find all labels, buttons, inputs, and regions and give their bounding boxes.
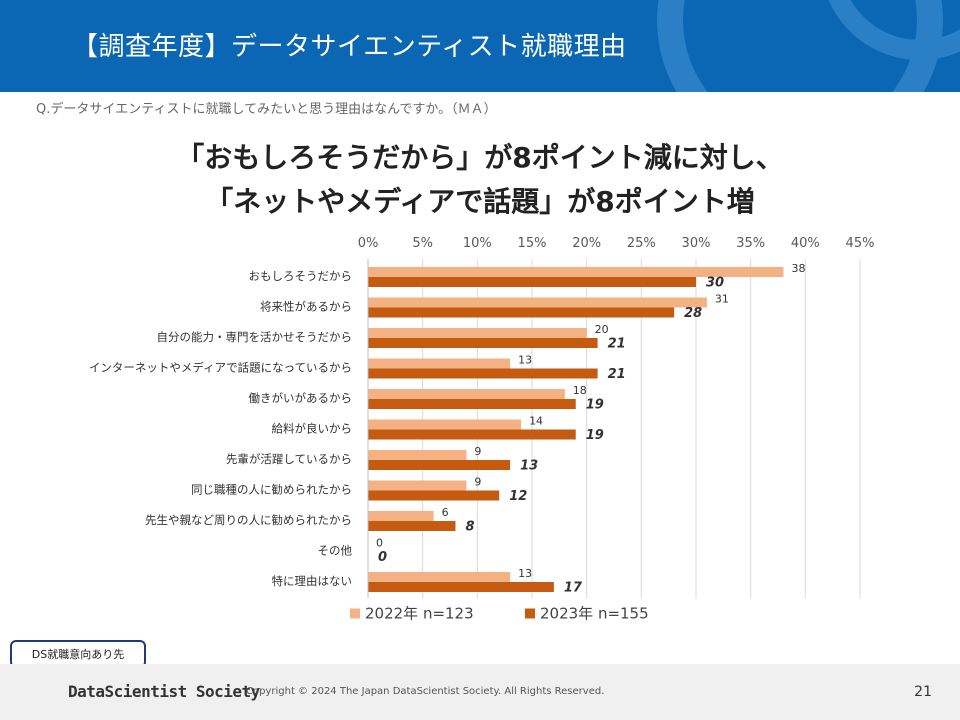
legend-label-2022: 2022年 n=123 <box>365 605 474 623</box>
data-label-2023: 13 <box>520 459 538 474</box>
x-tick-label: 15% <box>518 236 547 251</box>
data-label-2023: 19 <box>586 428 604 443</box>
category-label: 特に理由はない <box>272 574 353 588</box>
category-label: 同じ職種の人に勧められたから <box>191 483 352 497</box>
data-label-2023: 8 <box>465 520 474 535</box>
data-label-2022: 0 <box>376 537 383 550</box>
bar-2023 <box>368 521 456 531</box>
footer-copyright: Copyright © 2024 The Japan DataScientist… <box>246 686 605 697</box>
x-tick-label: 30% <box>682 236 711 251</box>
category-label: 先輩が活躍しているから <box>226 452 352 466</box>
bar-2022 <box>368 328 587 338</box>
x-tick-label: 20% <box>572 236 601 251</box>
category-label: 給料が良いから <box>272 422 353 436</box>
x-tick-label: 35% <box>736 236 765 251</box>
data-label-2022: 6 <box>442 506 449 519</box>
bar-2022 <box>368 297 707 308</box>
bar-2023 <box>368 582 554 592</box>
bar-2022 <box>368 572 511 582</box>
bar-2023 <box>368 490 500 501</box>
headline-line2: 「ネットやメディアで話題」が8ポイント増 <box>205 185 755 218</box>
category-label: その他 <box>318 544 353 558</box>
bar-2022 <box>368 511 434 521</box>
data-label-2023: 12 <box>509 489 527 504</box>
data-label-2023: 17 <box>564 581 583 596</box>
bar-chart: 0% 5% 10% 15% 20% 25% 30% 35% 40% 45% おもしろそうだから 38 3… <box>89 236 875 623</box>
data-label-2022: 31 <box>715 293 729 306</box>
bar-2022 <box>368 419 522 430</box>
data-label-2022: 13 <box>518 354 532 367</box>
bar-2023 <box>368 399 576 409</box>
category-label: インターネットやメディアで話題になっているから <box>89 361 352 375</box>
x-tick-label: 45% <box>846 236 875 251</box>
data-label-2022: 20 <box>595 323 609 336</box>
x-tick-label: 0% <box>358 236 379 251</box>
bar-2022 <box>368 389 565 399</box>
data-label-2023: 21 <box>608 337 626 352</box>
x-tick-label: 10% <box>463 236 492 251</box>
footer-logo: DataScientist Society <box>68 682 260 701</box>
headline-line1: 「おもしろそうだから」が8ポイント減に対し、 <box>176 141 784 174</box>
bar-2023 <box>368 307 675 318</box>
data-label-2023: 28 <box>684 306 702 321</box>
category-label: 将来性があるから <box>260 300 352 314</box>
data-label-2023: 0 <box>378 550 387 565</box>
page-number: 21 <box>914 684 932 700</box>
legend-swatch-2023 <box>525 608 535 619</box>
footer: DataScientist Society Copyright © 2024 T… <box>0 664 960 720</box>
bar-2023 <box>368 338 598 348</box>
data-label-2022: 38 <box>791 262 805 275</box>
bar-2023 <box>368 368 598 379</box>
category-label: 先生や親など周りの人に勧められたから <box>145 513 352 527</box>
data-label-2023: 19 <box>586 398 604 413</box>
legend-swatch-2022 <box>350 608 360 619</box>
data-label-2022: 9 <box>474 445 481 458</box>
data-label-2023: 21 <box>608 367 626 382</box>
survey-question: Q.データサイエンティストに就職してみたいと思う理由はなんですか。（ＭＡ） <box>36 102 497 117</box>
data-label-2023: 30 <box>706 276 724 291</box>
bar-2023 <box>368 277 696 287</box>
bar-2022 <box>368 450 467 460</box>
data-label-2022: 18 <box>573 384 587 397</box>
bar-2023 <box>368 460 511 470</box>
bar-2022 <box>368 480 467 491</box>
legend-label-2023: 2023年 n=155 <box>540 605 649 623</box>
data-label-2022: 9 <box>474 476 481 489</box>
x-tick-label: 40% <box>791 236 820 251</box>
bar-2022 <box>368 358 511 369</box>
category-label: 自分の能力・専門を活かせそうだから <box>157 330 353 344</box>
x-tick-label: 5% <box>412 236 433 251</box>
bar-2022 <box>368 267 784 277</box>
category-label: おもしろそうだから <box>249 269 353 283</box>
data-label-2022: 14 <box>529 415 543 428</box>
data-label-2022: 13 <box>518 567 532 580</box>
header-bar: 【調査年度】データサイエンティスト就職理由 <box>0 0 960 92</box>
decorative-circles <box>657 0 960 92</box>
bar-2023 <box>368 429 576 440</box>
x-tick-label: 25% <box>627 236 656 251</box>
category-label: 働きがいがあるから <box>249 391 353 405</box>
page-title: 【調査年度】データサイエンティスト就職理由 <box>72 32 627 62</box>
